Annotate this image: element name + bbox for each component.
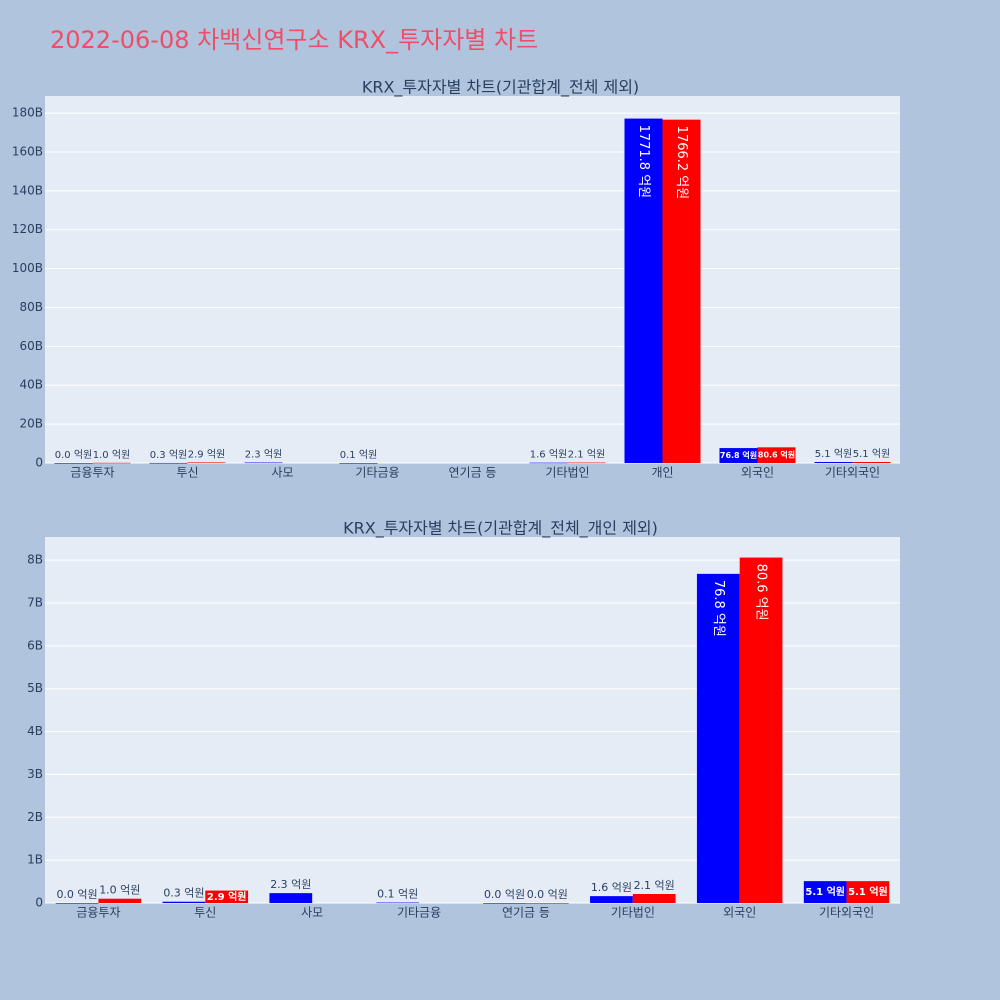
- bar: [525, 903, 569, 904]
- bar: [567, 462, 606, 464]
- bar: [149, 462, 188, 464]
- y-tick-label: 160B: [12, 144, 43, 158]
- y-tick-label: 180B: [12, 106, 43, 120]
- data-label: 1.0 억원: [99, 884, 140, 897]
- bar: [205, 890, 249, 903]
- plot-area: [45, 96, 900, 463]
- x-tick-label: 기타금융: [355, 466, 399, 480]
- bar: [632, 894, 676, 903]
- data-label: 0.1 억원: [340, 449, 377, 461]
- bar: [269, 893, 313, 903]
- bar: [483, 903, 526, 904]
- data-label: 0.3 억원: [163, 887, 204, 900]
- bar: [187, 462, 226, 463]
- data-label: 0.0 억원: [527, 888, 568, 901]
- x-tick-label: 기타법인: [545, 466, 589, 480]
- bar: [852, 462, 891, 463]
- data-label: 5.1 억원: [815, 448, 852, 460]
- y-tick-label: 7B: [27, 596, 43, 610]
- data-label: 2.1 억원: [568, 449, 605, 461]
- bar: [98, 898, 142, 903]
- y-tick-label: 5B: [27, 681, 43, 695]
- data-label: 2.9 억원: [207, 890, 247, 903]
- data-label: 0.0 억원: [55, 449, 92, 461]
- data-label: 0.1 억원: [377, 888, 418, 901]
- x-tick-label: 연기금 등: [449, 466, 497, 480]
- x-tick-label: 기타외국인: [819, 906, 874, 920]
- data-label: 0.3 억원: [150, 449, 187, 461]
- x-tick-label: 금융투자: [70, 466, 114, 480]
- chart-title: KRX_투자자별 차트(기관합계_전체 제외): [362, 78, 639, 98]
- bar: [92, 462, 131, 464]
- bar: [739, 557, 783, 903]
- x-tick-label: 기타법인: [611, 906, 655, 920]
- bar: [162, 901, 206, 903]
- data-label: 2.3 억원: [245, 449, 282, 461]
- data-label: 0.0 억원: [484, 888, 525, 901]
- data-label: 5.1 억원: [853, 448, 890, 460]
- x-tick-label: 연기금 등: [502, 906, 550, 920]
- figure-title: 2022-06-08 차백신연구소 KRX_투자자별 차트: [50, 26, 538, 54]
- data-label: 2.3 억원: [270, 878, 311, 891]
- y-tick-label: 1B: [27, 853, 43, 867]
- y-tick-label: 140B: [12, 183, 43, 197]
- x-tick-label: 기타금융: [397, 906, 441, 920]
- y-tick-label: 60B: [19, 339, 43, 353]
- y-tick-label: 8B: [27, 553, 43, 567]
- bar: [624, 118, 663, 463]
- data-label: 1766.2 억원: [674, 126, 689, 200]
- bar: [757, 447, 796, 463]
- data-label: 5.1 억원: [805, 885, 845, 898]
- bar: [244, 462, 283, 464]
- y-tick-label: 20B: [19, 417, 43, 431]
- x-tick-label: 사모: [301, 906, 323, 920]
- x-tick-label: 투신: [194, 906, 216, 920]
- data-label: 76.8 억원: [711, 580, 726, 637]
- data-label: 1.6 억원: [530, 449, 567, 461]
- data-label: 2.1 억원: [634, 879, 675, 892]
- y-tick-label: 0: [35, 456, 43, 470]
- x-tick-label: 금융투자: [76, 906, 120, 920]
- x-tick-label: 개인: [651, 466, 673, 480]
- data-label: 1.6 억원: [591, 881, 632, 894]
- x-tick-label: 투신: [176, 466, 198, 480]
- bar: [803, 881, 847, 903]
- data-label: 5.1 억원: [848, 885, 888, 898]
- y-tick-label: 80B: [19, 300, 43, 314]
- data-label: 0.0 억원: [56, 888, 97, 901]
- x-tick-label: 외국인: [723, 906, 756, 920]
- bar: [846, 881, 890, 903]
- x-tick-label: 사모: [271, 466, 293, 480]
- y-tick-label: 6B: [27, 638, 43, 652]
- bar: [590, 896, 633, 903]
- bar: [339, 462, 378, 464]
- y-tick-label: 0: [35, 896, 43, 910]
- y-tick-label: 40B: [19, 378, 43, 392]
- data-label: 1.0 억원: [93, 449, 130, 461]
- chart-title: KRX_투자자별 차트(기관합계_전체_개인 제외): [343, 519, 658, 539]
- data-label: 1771.8 억원: [636, 125, 651, 199]
- data-label: 80.6 억원: [754, 564, 769, 621]
- y-tick-label: 4B: [27, 724, 43, 738]
- y-tick-label: 3B: [27, 767, 43, 781]
- y-tick-label: 100B: [12, 261, 43, 275]
- data-label: 76.8 억원: [720, 450, 757, 460]
- x-tick-label: 외국인: [741, 466, 774, 480]
- bar: [696, 573, 740, 903]
- bar: [529, 462, 568, 464]
- bar: [55, 903, 99, 904]
- bar: [376, 902, 420, 904]
- bar: [814, 462, 853, 463]
- x-tick-label: 기타외국인: [825, 466, 880, 480]
- bar: [662, 119, 701, 464]
- data-label: 80.6 억원: [758, 450, 795, 460]
- bar: [719, 448, 758, 463]
- y-tick-label: 120B: [12, 222, 43, 236]
- data-label: 2.9 억원: [188, 448, 225, 460]
- y-tick-label: 2B: [27, 810, 43, 824]
- bar: [54, 463, 93, 464]
